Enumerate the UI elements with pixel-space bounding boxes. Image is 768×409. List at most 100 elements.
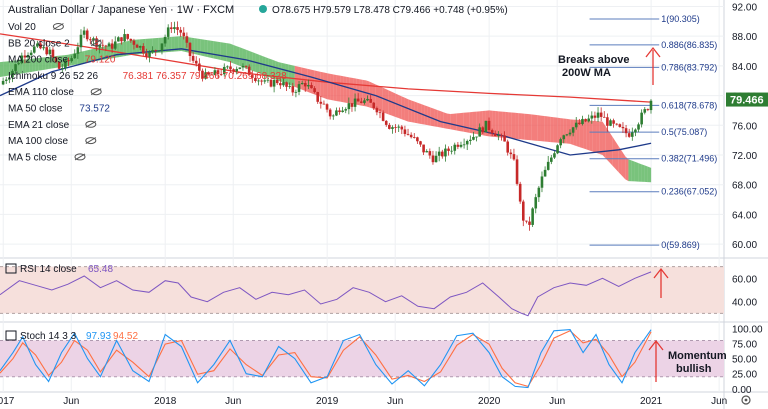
cloud-segment (641, 164, 645, 182)
candle-body (319, 101, 323, 104)
price-tick-label: 84.00 (732, 62, 757, 73)
cloud-segment (638, 162, 642, 182)
indicator-label: MA 100 close (8, 136, 68, 147)
candle-body (637, 124, 640, 130)
cloud-segment (272, 59, 276, 80)
candle-body (341, 110, 344, 113)
candle-body (338, 110, 341, 113)
candle-body (32, 46, 36, 53)
candle-body (456, 144, 460, 147)
cloud-segment (459, 112, 464, 132)
cloud-segment (242, 48, 247, 69)
candle-body (565, 134, 569, 136)
ma50-line (0, 48, 652, 156)
candle-body (14, 64, 17, 71)
cloud-segment (3, 61, 7, 77)
x-tick-label: 2017 (0, 396, 15, 407)
cloud-segment (93, 48, 98, 62)
cloud-segment (634, 161, 639, 182)
candle-body (285, 82, 288, 87)
cloud-segment (32, 58, 36, 72)
stoch-visibility-icon[interactable] (5, 330, 17, 341)
stoch-tick-label: 50.00 (732, 355, 757, 366)
candle-body (235, 68, 239, 72)
candle-body (366, 98, 369, 101)
cloud-segment (437, 109, 441, 128)
candle-body (67, 60, 70, 62)
candle-body (138, 46, 142, 48)
candle-body (350, 103, 354, 107)
candle-body (571, 127, 575, 133)
candle-body (384, 120, 388, 125)
candle-body (60, 68, 64, 69)
candle-body (509, 152, 513, 155)
candle-body (512, 154, 516, 160)
indicator-label: MA 5 close (8, 152, 57, 163)
cloud-segment (408, 99, 412, 123)
cloud-segment (362, 79, 367, 107)
rsi-visibility-icon[interactable] (5, 263, 17, 274)
candle-body (640, 112, 643, 125)
price-tick-label: 92.00 (732, 2, 757, 13)
cloud-segment (317, 71, 321, 97)
annotation-breaks: Breaks above 200W MA (558, 46, 661, 85)
x-tick-label: Jun (711, 396, 727, 407)
candle-body (416, 137, 419, 142)
candle-body (419, 141, 422, 145)
candle-body (76, 47, 80, 54)
candle-body (282, 82, 285, 86)
candle-body (17, 63, 20, 65)
cloud-segment (495, 111, 499, 138)
candle-body (194, 60, 198, 64)
candle-body (163, 36, 167, 44)
cloud-segment (197, 38, 201, 56)
candle-body (300, 82, 304, 85)
eye-hidden-icon (85, 137, 97, 145)
candle-body (51, 49, 55, 58)
cloud-segment (583, 120, 587, 150)
settings-gear-icon[interactable] (741, 395, 751, 405)
cloud-segment (168, 36, 172, 53)
cloud-segment (508, 112, 512, 139)
candle-body (525, 220, 528, 222)
cloud-segment (84, 50, 88, 64)
cloud-segment (327, 73, 331, 100)
candle-body (375, 108, 379, 113)
cloud-segment (236, 46, 240, 66)
cloud-segment (268, 58, 273, 79)
candle-body (484, 120, 488, 133)
candle-body (297, 84, 301, 92)
candle-body (459, 144, 463, 147)
annotation-momentum-line1: Momentum (668, 350, 727, 362)
eye-hidden-icon (90, 88, 102, 96)
candle-body (444, 148, 447, 157)
candle-body (599, 112, 603, 117)
ohlc-readout: O78.675 H79.579 L78.478 C79.466 +0.748 (… (272, 5, 508, 16)
candle-body (372, 102, 376, 109)
cloud-segment (547, 116, 551, 143)
eye-hidden-icon (52, 23, 64, 30)
stoch-label: Stoch 14 3 3 (20, 331, 77, 342)
candle-body (45, 47, 49, 55)
candle-body (135, 44, 139, 48)
candle-body (198, 63, 201, 71)
indicator-label: Ichimoku 9 26 52 26 (8, 71, 98, 82)
candle-body (543, 169, 547, 177)
cloud-segment (382, 87, 386, 114)
x-tick-label: Jun (225, 396, 241, 407)
cloud-segment (466, 112, 470, 133)
candle-body (587, 118, 590, 122)
candle-body (518, 183, 522, 202)
cloud-segment (178, 36, 182, 52)
cloud-segment (233, 44, 237, 65)
candle-body (241, 65, 245, 68)
candle-body (226, 66, 229, 68)
eye-hidden-icon (74, 153, 86, 161)
candle-body (222, 66, 226, 75)
candle-body (117, 37, 120, 42)
cloud-segment (592, 120, 597, 153)
cloud-segment (401, 96, 405, 121)
cloud-segment (48, 56, 52, 70)
cloud-segment (395, 93, 399, 119)
candle-body (92, 38, 95, 41)
